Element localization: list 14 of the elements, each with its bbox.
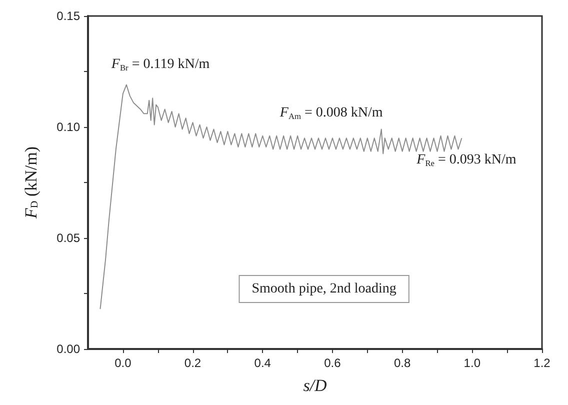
y-tick-label: 0.15 [56,9,80,23]
y-tick-label: 0.05 [56,231,80,245]
x-tick-label: 0.8 [394,356,411,370]
x-tick-label: 0.2 [184,356,202,370]
annotation: Smooth pipe, 2nd loading [252,282,396,297]
y-tick-label: 0.00 [56,342,80,356]
x-tick-label: 0.0 [114,356,132,370]
x-tick-label: 1.0 [464,356,481,370]
x-tick-label: 0.6 [324,356,342,370]
x-tick-label: 0.4 [254,356,272,370]
y-axis-title: FD (kN/m) [21,146,40,220]
x-tick-label: 1.2 [534,356,551,370]
x-axis-title: s/D [303,376,328,395]
y-tick-label: 0.10 [56,120,80,134]
